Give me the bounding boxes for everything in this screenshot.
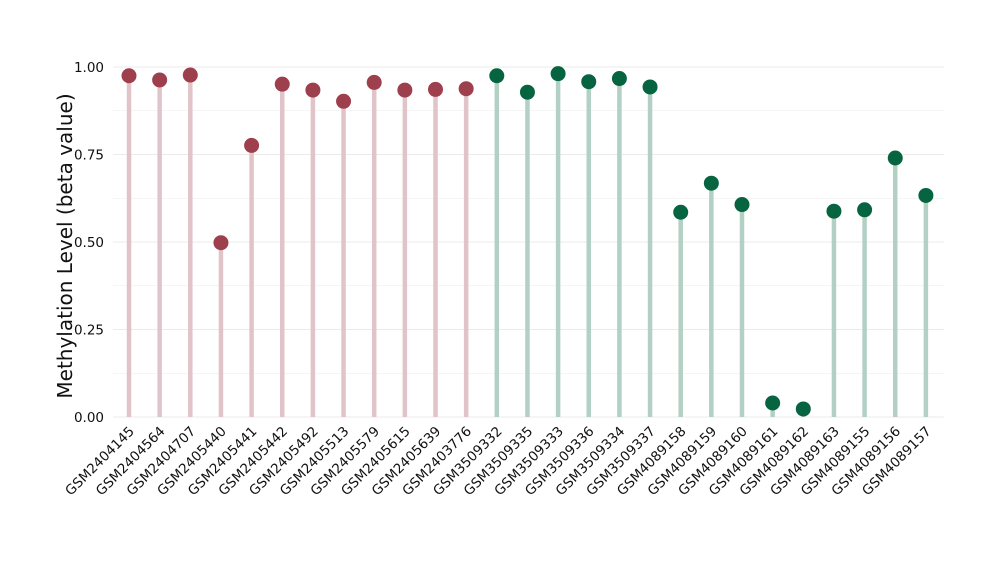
point-GSM4089159 [703,175,719,191]
point-GSM2405442 [274,76,290,92]
point-GSM2405440 [213,235,229,251]
point-GSM2404707 [182,67,198,83]
point-GSM3509337 [642,79,658,95]
point-GSM4089158 [673,204,689,220]
point-GSM2403776 [458,81,474,97]
point-GSM4089156 [887,150,903,166]
point-GSM4089155 [857,202,873,218]
stems [126,73,929,417]
y-tick-label: 0.50 [74,235,104,251]
point-GSM4089163 [826,203,842,219]
y-axis-tick-labels: 0.00 0.25 0.50 0.75 1.00 [74,60,104,426]
point-GSM3509333 [550,66,566,82]
point-GSM4089161 [765,395,781,411]
point-GSM4089162 [795,401,811,417]
y-axis-title: Methylation Level (beta value) [53,93,77,398]
point-GSM2405441 [244,137,260,153]
y-tick-label: 1.00 [74,60,104,76]
point-GSM3509332 [489,68,505,84]
point-GSM3509335 [519,84,535,100]
point-GSM2405615 [397,82,413,98]
point-GSM4089157 [918,187,934,203]
point-GSM2404564 [152,72,168,88]
point-GSM2404145 [121,68,137,84]
point-GSM4089160 [734,197,750,213]
point-GSM3509336 [581,74,597,90]
y-tick-label: 0.25 [74,323,104,339]
y-tick-label: 0.00 [74,410,104,426]
y-tick-label: 0.75 [74,148,104,164]
point-GSM2405513 [336,93,352,109]
points [121,66,934,417]
x-axis-tick-labels: GSM2404145GSM2404564GSM2404707GSM2405440… [62,424,934,500]
point-GSM3509334 [611,71,627,87]
point-GSM2405579 [366,74,382,90]
point-GSM2405639 [428,81,443,97]
point-GSM2405492 [305,82,321,98]
